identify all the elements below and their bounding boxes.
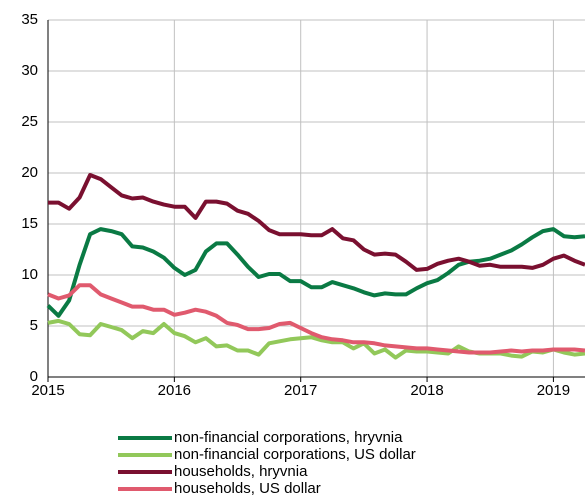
series-line bbox=[46, 227, 585, 318]
y-tick-label: 35 bbox=[21, 11, 38, 28]
legend-label: non-financial corporations, US dollar bbox=[174, 446, 416, 463]
x-tick-label: 2016 bbox=[158, 382, 191, 399]
series-line bbox=[47, 283, 585, 355]
x-tick-label: 2019 bbox=[537, 382, 570, 399]
y-tick-label: 10 bbox=[21, 266, 38, 283]
legend-label: non-financial corporations, hryvnia bbox=[174, 429, 403, 446]
y-tick-label: 0 bbox=[30, 368, 38, 385]
y-tick-label: 20 bbox=[21, 164, 38, 181]
x-tick-label: 2017 bbox=[284, 382, 317, 399]
x-tick-label: 2015 bbox=[31, 382, 64, 399]
legend-label: households, US dollar bbox=[174, 480, 321, 497]
y-tick-label: 15 bbox=[21, 215, 38, 232]
y-tick-label: 30 bbox=[21, 62, 38, 79]
y-tick-label: 5 bbox=[30, 317, 38, 334]
y-tick-label: 25 bbox=[21, 113, 38, 130]
legend-label: households, hryvnia bbox=[174, 463, 308, 480]
series-line bbox=[48, 173, 585, 272]
x-tick-label: 2018 bbox=[410, 382, 443, 399]
